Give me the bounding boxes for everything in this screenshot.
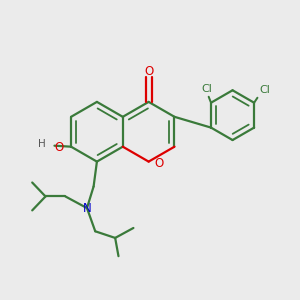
Text: O: O: [55, 141, 64, 154]
Text: N: N: [82, 202, 91, 214]
Text: Cl: Cl: [202, 84, 212, 94]
Text: H: H: [38, 140, 46, 149]
Text: O: O: [144, 65, 153, 78]
Text: Cl: Cl: [260, 85, 271, 95]
Text: O: O: [154, 157, 163, 170]
